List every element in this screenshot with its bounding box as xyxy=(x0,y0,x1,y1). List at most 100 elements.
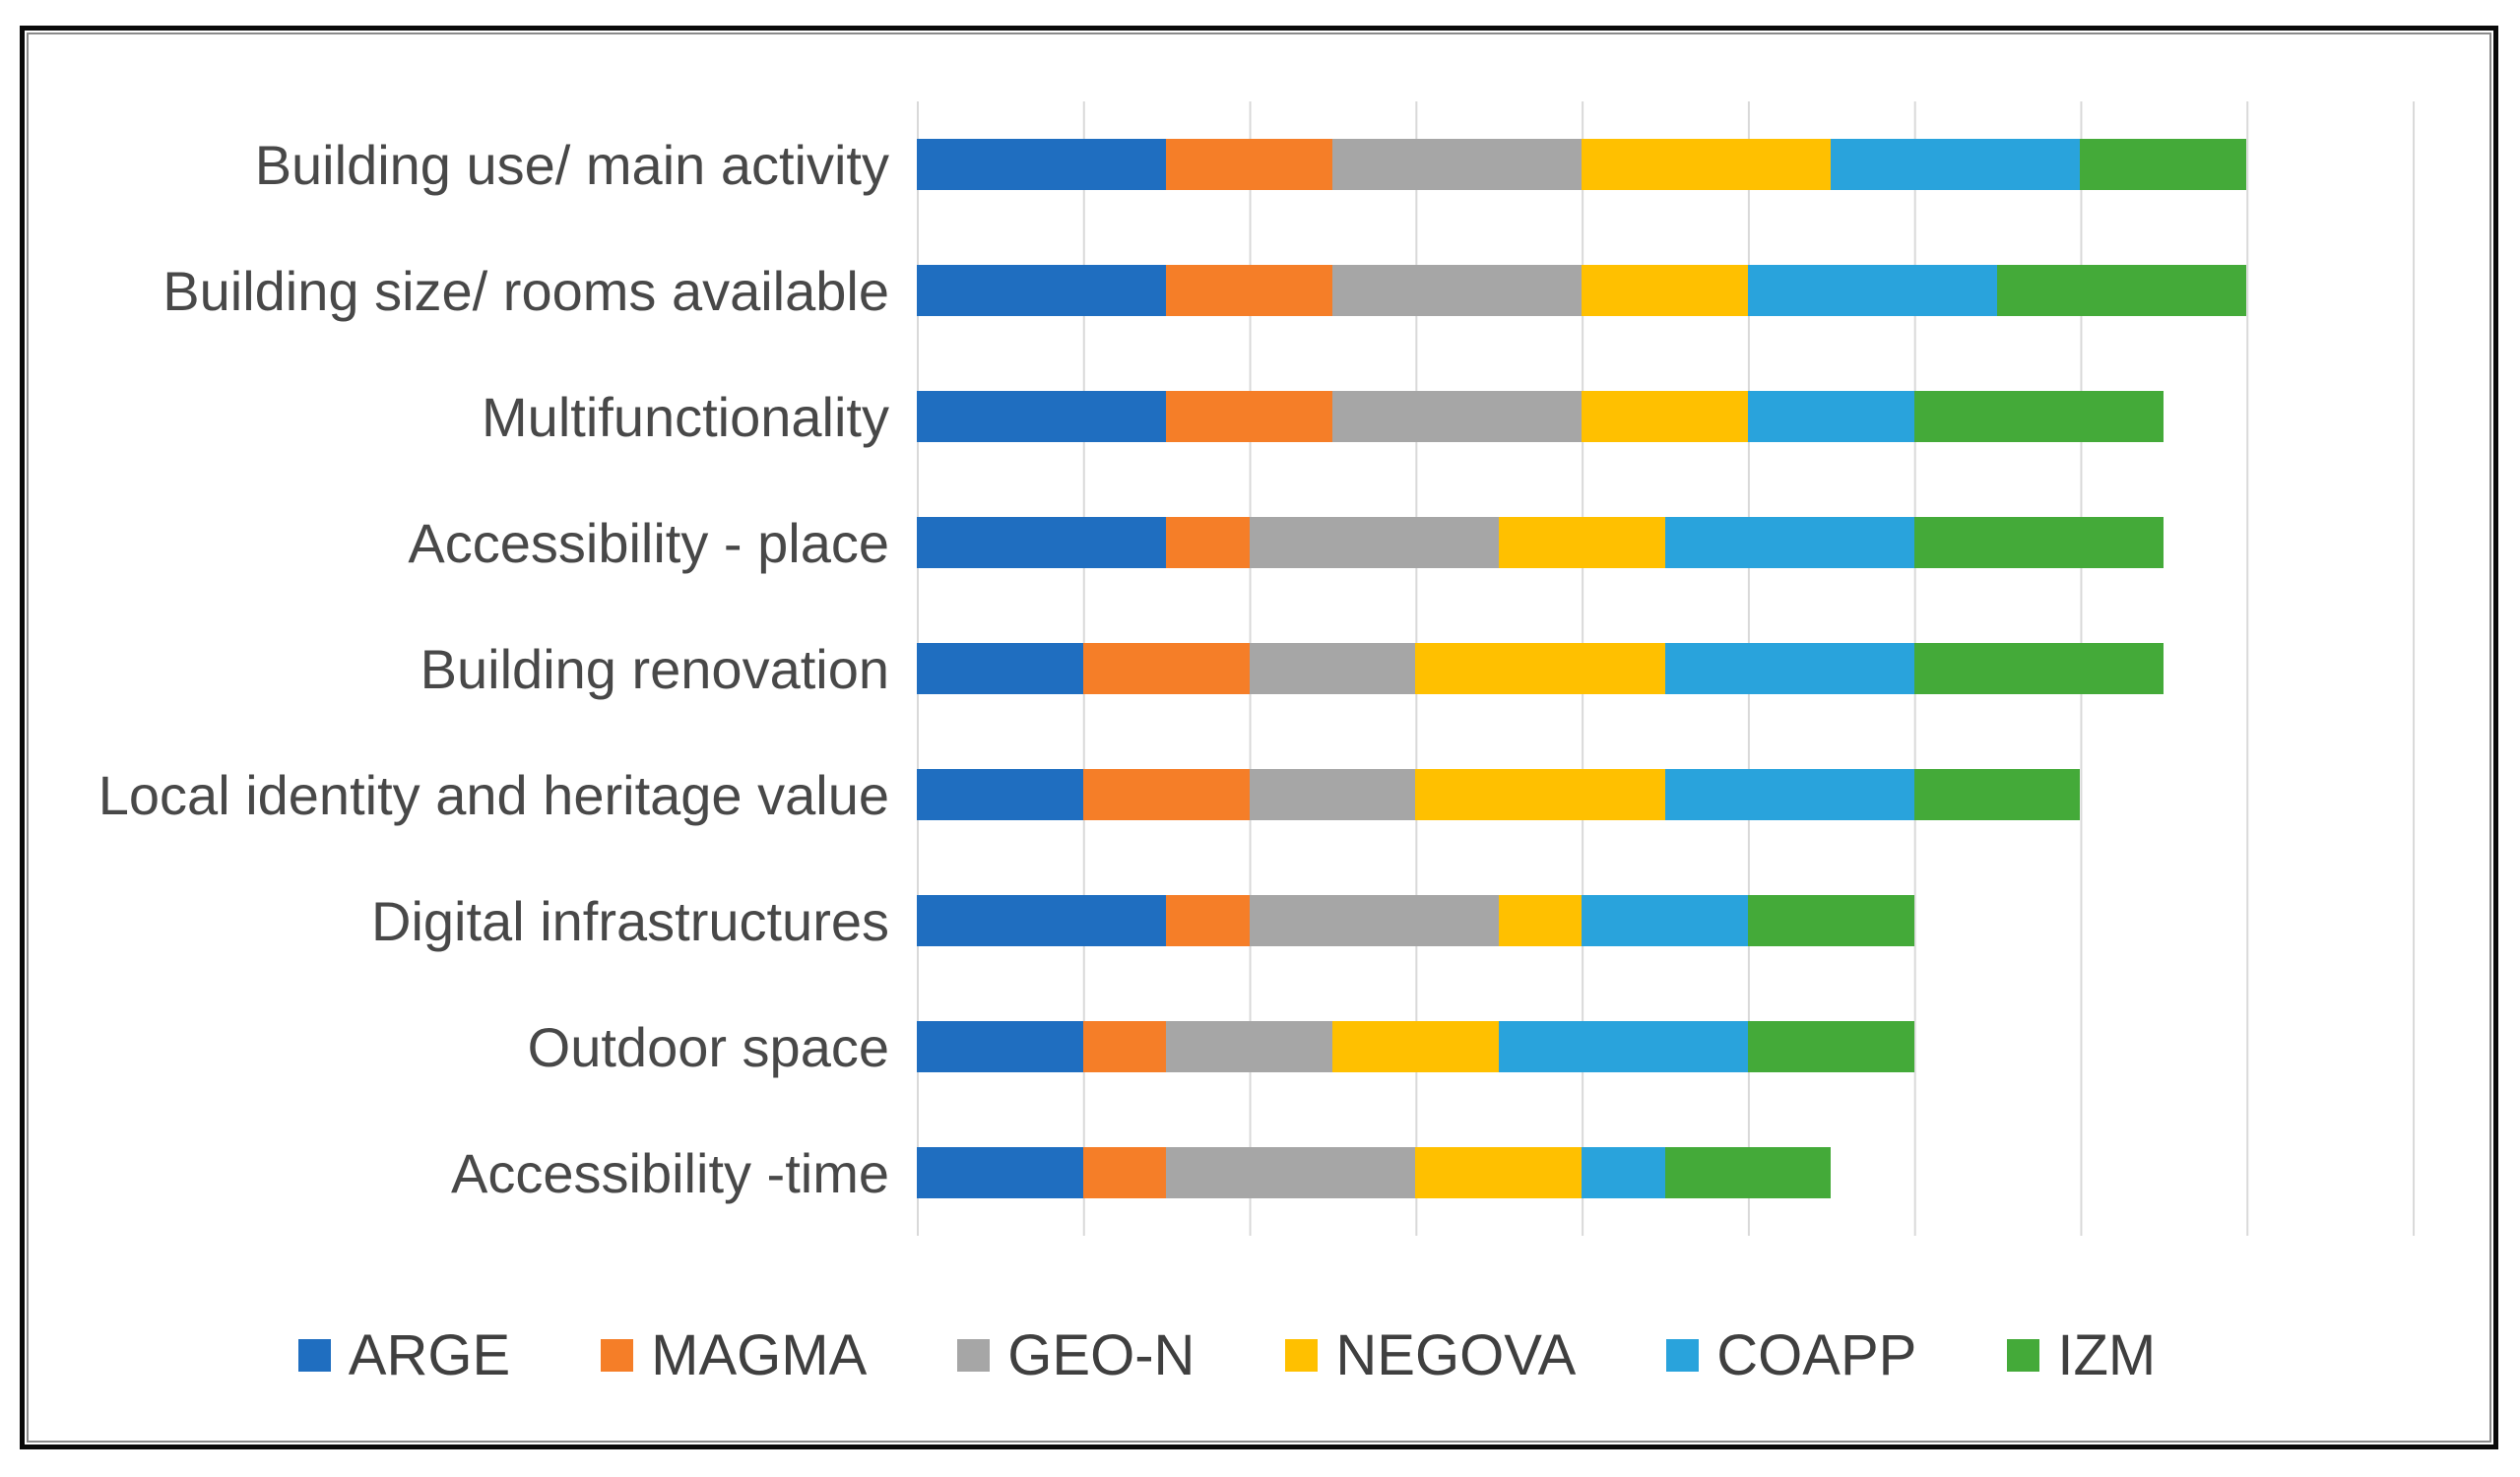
category-axis-labels: Building use/ main activity Building size… xyxy=(25,101,917,1236)
stacked-bar xyxy=(917,769,2429,820)
bar-track xyxy=(917,480,2429,606)
chart-frame: Building use/ main activity Building size… xyxy=(20,26,2498,1449)
bar-segment-coapp xyxy=(1582,895,1748,946)
bar-track xyxy=(917,984,2429,1110)
bar-segment-magma xyxy=(1166,391,1332,442)
bar-segment-izm xyxy=(2080,139,2247,190)
bar-segment-arge xyxy=(917,1147,1083,1198)
bar-segment-coapp xyxy=(1498,1021,1748,1072)
bar-track xyxy=(917,101,2429,227)
stacked-bar xyxy=(917,895,2429,946)
legend-swatch-icon xyxy=(957,1339,991,1372)
legend-label: NEGOVA xyxy=(1335,1323,1577,1387)
bar-segment-negova xyxy=(1498,895,1583,946)
legend-item-magma: MAGMA xyxy=(601,1322,867,1388)
category-label: Accessibility -time xyxy=(451,1141,889,1204)
bar-segment-negova xyxy=(1415,1147,1583,1198)
bar-segment-arge xyxy=(917,517,1167,568)
legend-label: MAGMA xyxy=(651,1323,868,1387)
legend-swatch-icon xyxy=(2007,1339,2040,1372)
legend-label: GEO-N xyxy=(1007,1323,1195,1387)
bar-segment-arge xyxy=(917,265,1167,316)
legend-item-izm: IZM xyxy=(2007,1322,2156,1388)
bar-track xyxy=(917,858,2429,984)
bar-segment-geo-n xyxy=(1331,139,1583,190)
bar-track xyxy=(917,227,2429,353)
legend-swatch-icon xyxy=(297,1339,331,1372)
bar-segment-coapp xyxy=(1664,769,1914,820)
bar-segment-izm xyxy=(1747,1021,1914,1072)
bar-segment-magma xyxy=(1166,265,1332,316)
category-label: Accessibility - place xyxy=(408,511,889,574)
bar-segment-geo-n xyxy=(1331,391,1583,442)
stacked-bar xyxy=(917,139,2429,190)
bar-segment-coapp xyxy=(1664,517,1914,568)
category-label: Outdoor space xyxy=(527,1015,889,1078)
bar-segment-magma xyxy=(1082,1147,1167,1198)
bar-segment-izm xyxy=(1747,895,1914,946)
legend-swatch-icon xyxy=(1285,1339,1319,1372)
bar-segment-izm xyxy=(1913,517,2164,568)
bar-segment-negova xyxy=(1582,391,1748,442)
category-label: Building use/ main activity xyxy=(254,133,889,196)
bar-segment-izm xyxy=(1913,769,2081,820)
bar-segment-arge xyxy=(917,769,1083,820)
bar-segment-magma xyxy=(1082,643,1250,694)
bar-segment-arge xyxy=(917,895,1167,946)
bar-segment-magma xyxy=(1166,895,1250,946)
bar-segment-magma xyxy=(1166,517,1250,568)
stacked-bar-chart: Building use/ main activity Building size… xyxy=(25,101,2429,1236)
bar-segment-coapp xyxy=(1664,643,1914,694)
legend-swatch-icon xyxy=(1666,1339,1700,1372)
bar-segment-izm xyxy=(1913,643,2164,694)
legend-item-geo-n: GEO-N xyxy=(957,1322,1195,1388)
bar-segment-geo-n xyxy=(1249,769,1416,820)
stacked-bar xyxy=(917,391,2429,442)
legend-label: ARGE xyxy=(348,1323,511,1387)
bar-segment-coapp xyxy=(1747,391,1914,442)
bar-segment-coapp xyxy=(1747,265,1998,316)
plot-area xyxy=(917,101,2429,1236)
legend-item-arge: ARGE xyxy=(297,1322,511,1388)
category-label: Digital infrastructures xyxy=(371,889,889,952)
bar-segment-negova xyxy=(1582,265,1748,316)
category-label: Building size/ rooms available xyxy=(162,259,889,322)
category-label: Multifunctionality xyxy=(482,385,889,448)
legend-swatch-icon xyxy=(601,1339,634,1372)
bar-segment-geo-n xyxy=(1249,895,1499,946)
bar-segment-arge xyxy=(917,139,1167,190)
bar-segment-geo-n xyxy=(1166,1147,1416,1198)
chart-legend: ARGE MAGMA GEO-N NEGOVA COAPP IZM xyxy=(25,1322,2429,1388)
bar-segment-coapp xyxy=(1582,1147,1665,1198)
bar-segment-magma xyxy=(1082,1021,1167,1072)
stacked-bar xyxy=(917,643,2429,694)
bar-segment-negova xyxy=(1582,139,1832,190)
stacked-bar xyxy=(917,517,2429,568)
bar-track xyxy=(917,732,2429,858)
bar-segment-magma xyxy=(1082,769,1250,820)
legend-label: IZM xyxy=(2057,1323,2157,1387)
bar-segment-arge xyxy=(917,1021,1083,1072)
bar-track xyxy=(917,1110,2429,1236)
legend-item-negova: NEGOVA xyxy=(1285,1322,1576,1388)
bar-segment-geo-n xyxy=(1249,517,1499,568)
bar-segment-negova xyxy=(1331,1021,1499,1072)
stacked-bar xyxy=(917,1147,2429,1198)
category-label: Local identity and heritage value xyxy=(97,763,889,826)
bar-segment-arge xyxy=(917,643,1083,694)
legend-item-coapp: COAPP xyxy=(1666,1322,1916,1388)
bar-segment-izm xyxy=(1997,265,2247,316)
bar-segment-arge xyxy=(917,391,1167,442)
stacked-bar xyxy=(917,1021,2429,1072)
bar-segment-negova xyxy=(1415,769,1665,820)
stacked-bar xyxy=(917,265,2429,316)
bar-track xyxy=(917,353,2429,480)
bar-segment-coapp xyxy=(1831,139,2081,190)
bar-track xyxy=(917,606,2429,732)
bar-segment-negova xyxy=(1415,643,1665,694)
category-label: Building renovation xyxy=(420,637,889,700)
bar-segment-geo-n xyxy=(1166,1021,1332,1072)
bar-segment-magma xyxy=(1166,139,1332,190)
bar-segment-izm xyxy=(1664,1147,1832,1198)
